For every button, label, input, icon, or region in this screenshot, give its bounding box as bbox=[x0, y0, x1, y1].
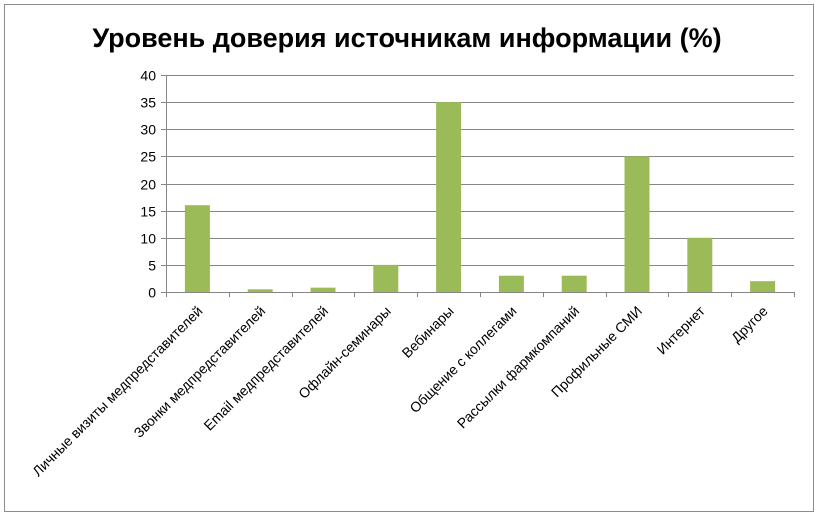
y-tick-label: 30 bbox=[140, 122, 156, 138]
chart-frame bbox=[4, 4, 814, 512]
bar bbox=[436, 102, 462, 292]
bar bbox=[310, 287, 336, 292]
chart-title: Уровень доверия источникам информации (%… bbox=[92, 23, 721, 53]
gridlines bbox=[166, 75, 794, 266]
y-tick-label: 20 bbox=[140, 177, 156, 193]
y-tick-label: 40 bbox=[140, 68, 156, 84]
axes bbox=[166, 75, 795, 297]
bar bbox=[750, 281, 776, 292]
bars bbox=[184, 102, 776, 292]
x-tick-label: Общение с коллегами bbox=[406, 303, 519, 416]
x-tick-label: Звонки медпредставителей bbox=[130, 303, 268, 441]
y-tick-label: 15 bbox=[140, 204, 156, 220]
bar bbox=[624, 156, 650, 292]
y-tick-label: 0 bbox=[148, 285, 156, 301]
y-tick-label: 5 bbox=[148, 258, 156, 274]
x-tick-label: Рассылки фармкомпаний bbox=[454, 303, 583, 432]
x-tick-label: Интернет bbox=[653, 302, 708, 357]
bar bbox=[498, 275, 524, 292]
y-tick-label: 10 bbox=[140, 231, 156, 247]
bar bbox=[561, 275, 587, 292]
y-tick-label: 25 bbox=[140, 149, 156, 165]
bar bbox=[247, 289, 273, 292]
x-tick-label: Вебинары bbox=[399, 303, 457, 361]
x-tick-label: Email медпредставителей bbox=[200, 303, 331, 434]
x-tick-label: Другое bbox=[728, 303, 771, 346]
bar bbox=[373, 264, 399, 292]
bar bbox=[687, 237, 713, 292]
y-axis-ticks: 0 5 10 15 20 25 30 35 40 bbox=[140, 68, 166, 301]
bar bbox=[184, 205, 210, 292]
y-tick-label: 35 bbox=[140, 95, 156, 111]
